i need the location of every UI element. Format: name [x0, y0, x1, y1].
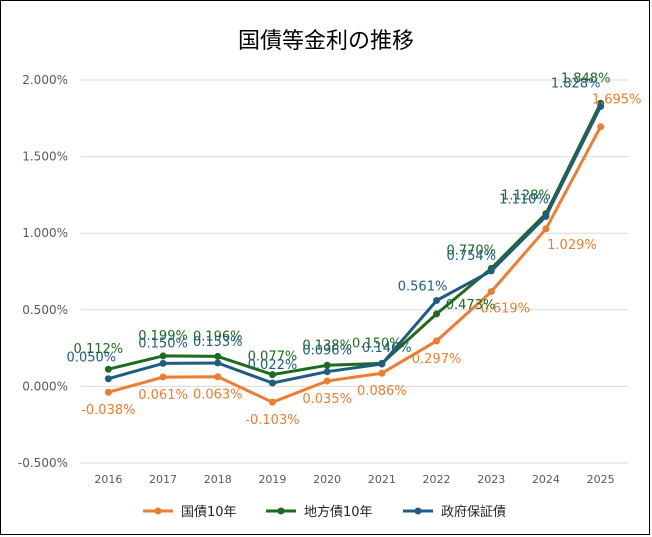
legend: 国債10年 地方債10年 政府保証債 [143, 504, 506, 520]
y-tick-label: 2.000% [22, 73, 68, 87]
data-label: 0.022% [248, 358, 298, 373]
data-label: 0.096% [302, 344, 352, 359]
data-label: 1.828% [551, 76, 601, 91]
data-point [378, 360, 386, 368]
x-tick-label: 2016 [94, 473, 122, 486]
data-label: 1.128% [501, 189, 551, 204]
series-line-1 [107, 125, 602, 404]
data-label: 1.110% [499, 192, 549, 207]
x-tick-label: 2017 [149, 473, 177, 486]
y-axis: 2.000% 1.500% 1.000% 0.500% 0.000% -0.500% [18, 73, 68, 470]
data-point [323, 368, 331, 376]
data-point [323, 361, 331, 369]
data-point [542, 225, 550, 233]
x-tick-label: 2020 [313, 473, 341, 486]
data-labels: -0.038%0.061% 0.063%-0.103%0.035% 0.086% 0.… [67, 71, 642, 428]
data-label: 0.150% [138, 336, 188, 351]
x-tick-label: 2025 [587, 473, 615, 486]
data-point [159, 352, 167, 360]
legend-entry: 地方債10年 [304, 504, 373, 520]
data-point [378, 369, 386, 377]
data-point [487, 288, 495, 296]
data-label: 0.754% [446, 249, 496, 264]
data-label: 0.196% [193, 329, 243, 344]
legend-entry: 国債10年 [181, 505, 237, 520]
x-tick-label: 2024 [532, 473, 560, 486]
legend-marker [154, 507, 162, 515]
data-label: 0.077% [248, 350, 298, 365]
data-label: 0.153% [193, 335, 243, 350]
legend-entry: 政府保証債 [441, 505, 506, 520]
data-point [542, 212, 550, 220]
series-line-2 [107, 102, 602, 377]
data-label: 0.561% [398, 279, 448, 294]
chart-title: 国債等金利の推移 [238, 29, 414, 54]
legend-marker [277, 507, 285, 515]
grid-lines [81, 79, 628, 464]
data-label: 0.063% [193, 388, 243, 403]
data-label: 0.112% [74, 342, 124, 357]
data-point [268, 398, 276, 406]
data-label: 0.061% [138, 388, 188, 403]
data-label: 1.848% [561, 71, 611, 86]
data-point [214, 352, 222, 360]
data-label: -0.103% [245, 413, 299, 428]
data-point [597, 123, 605, 131]
data-label: 0.150% [352, 336, 402, 351]
x-axis: 2016 2017 2018 2019 2020 2021 2022 2023 2024 2025 [94, 473, 614, 486]
y-tick-label: 0.000% [22, 379, 68, 393]
data-label: 0.138% [302, 338, 352, 353]
data-label: 0.199% [138, 329, 188, 344]
data-point [433, 296, 441, 304]
series-line-3 [107, 105, 602, 385]
legend-marker [414, 507, 422, 515]
data-label: 0.146% [362, 341, 412, 356]
x-tick-label: 2023 [477, 473, 505, 486]
series-group [104, 99, 605, 406]
data-point [104, 388, 112, 396]
data-label: 0.035% [302, 392, 352, 407]
data-point [268, 371, 276, 379]
data-point [214, 373, 222, 381]
data-point [159, 359, 167, 367]
y-tick-label: 0.500% [22, 303, 68, 317]
data-label: -0.038% [81, 403, 135, 418]
x-tick-label: 2019 [258, 473, 286, 486]
data-label: 0.297% [412, 352, 462, 367]
y-tick-label: -0.500% [18, 456, 68, 470]
data-label: 1.695% [592, 93, 642, 108]
data-label: 0.770% [446, 243, 496, 258]
data-point [487, 267, 495, 275]
data-point [323, 377, 331, 385]
data-point [597, 102, 605, 110]
x-tick-label: 2021 [368, 473, 396, 486]
data-label: 0.473% [446, 298, 496, 313]
data-point [104, 365, 112, 373]
data-point [268, 379, 276, 387]
data-point [433, 310, 441, 318]
data-label: 0.086% [357, 384, 407, 399]
y-tick-label: 1.500% [22, 150, 68, 164]
data-label: 0.050% [67, 351, 117, 366]
data-label: 0.619% [480, 302, 530, 317]
x-tick-label: 2018 [204, 473, 232, 486]
data-label: 1.029% [547, 238, 597, 253]
x-tick-label: 2022 [423, 473, 451, 486]
data-point [214, 359, 222, 367]
y-tick-label: 1.000% [22, 226, 68, 240]
data-point [433, 337, 441, 345]
data-point [159, 373, 167, 381]
data-point [104, 375, 112, 383]
